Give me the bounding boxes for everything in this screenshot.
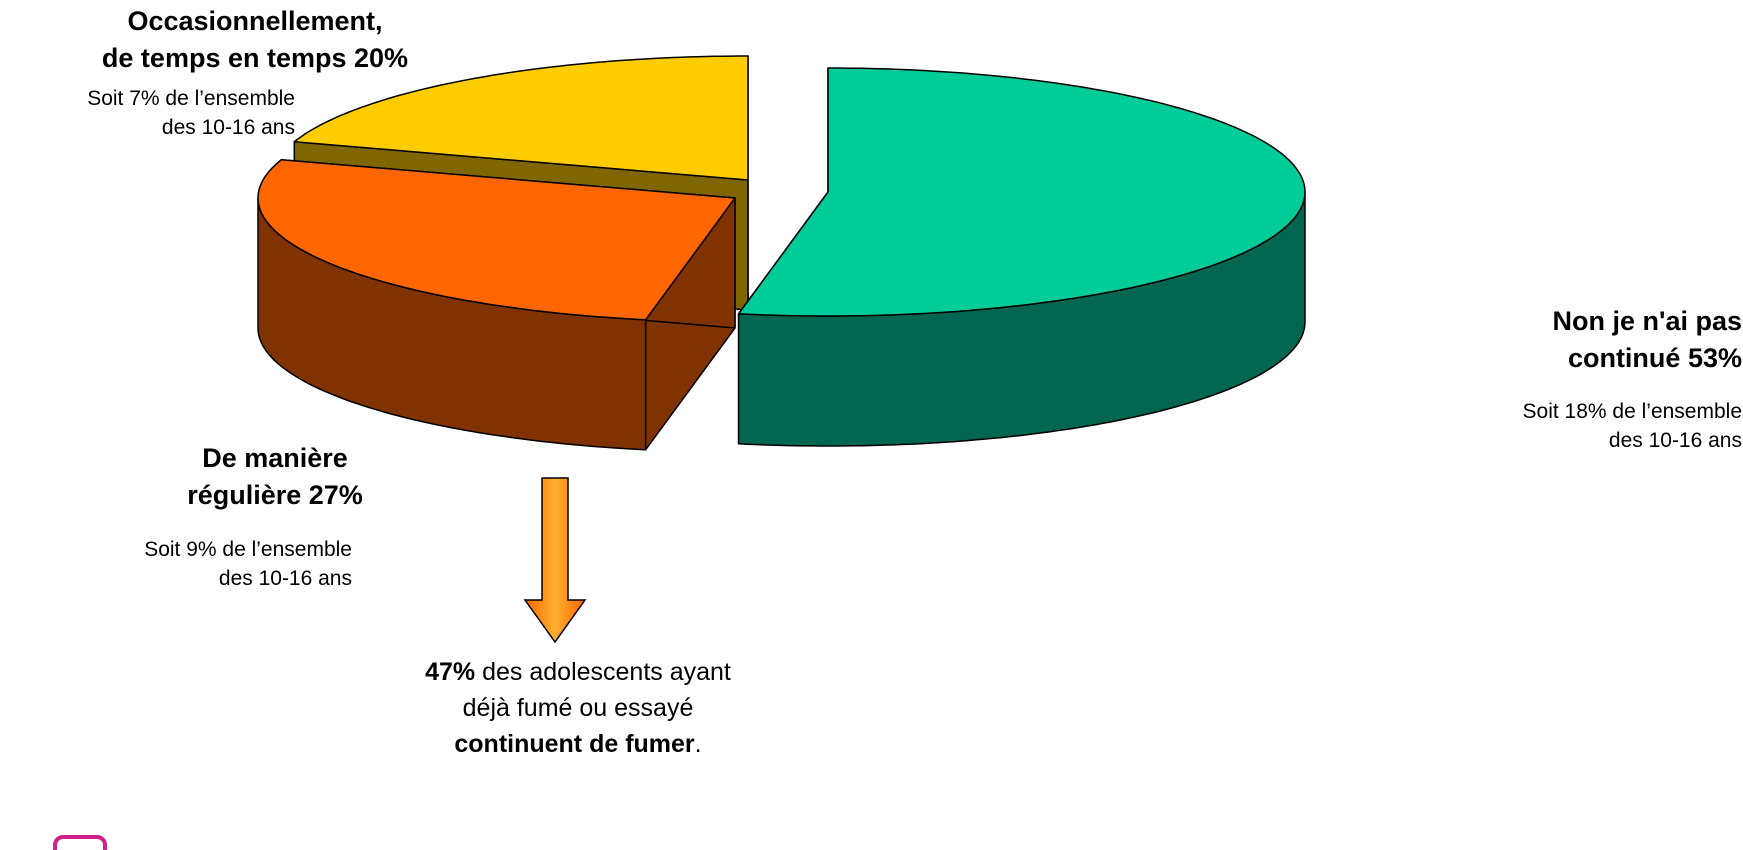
arrow [523, 477, 587, 644]
annotation-text: . [694, 730, 702, 758]
slice-label: Non je n'ai pas continué 53% [1480, 303, 1742, 377]
slice [257, 158, 736, 321]
value-label: 20% [354, 43, 409, 73]
slice-label: Occasionnellement, de temps en temps 20% [20, 3, 490, 77]
slice [737, 67, 1306, 317]
sub-label: Soit 7% de l’ensemble des 10-16 ans [87, 87, 295, 139]
slice-label: De manière régulière 27% [150, 440, 400, 514]
logo [53, 835, 107, 850]
annotation-text: des adolescents ayant [475, 658, 731, 686]
value-label: 53% [1687, 343, 1742, 373]
category-label: De manière régulière [187, 443, 348, 510]
annotation-bold: 47% [425, 658, 476, 686]
pie [257, 55, 1306, 451]
annotation-text: déjà fumé ou essayé [462, 694, 694, 722]
category-label: Occasionnellement, de temps en temps [101, 6, 383, 73]
sub-label: Soit 9% de l’ensemble des 10-16 ans [144, 538, 352, 590]
category-label: Non je n'ai pas continué [1552, 306, 1742, 373]
value-label: 27% [308, 480, 363, 510]
sub-label: Soit 18% de l’ensemble des 10-16 ans [1522, 400, 1742, 452]
slice [293, 55, 749, 181]
annotation: 47% des adolescents ayant déjà fumé ou es… [328, 654, 828, 762]
annotation-bold: continuent de fumer [454, 730, 695, 758]
